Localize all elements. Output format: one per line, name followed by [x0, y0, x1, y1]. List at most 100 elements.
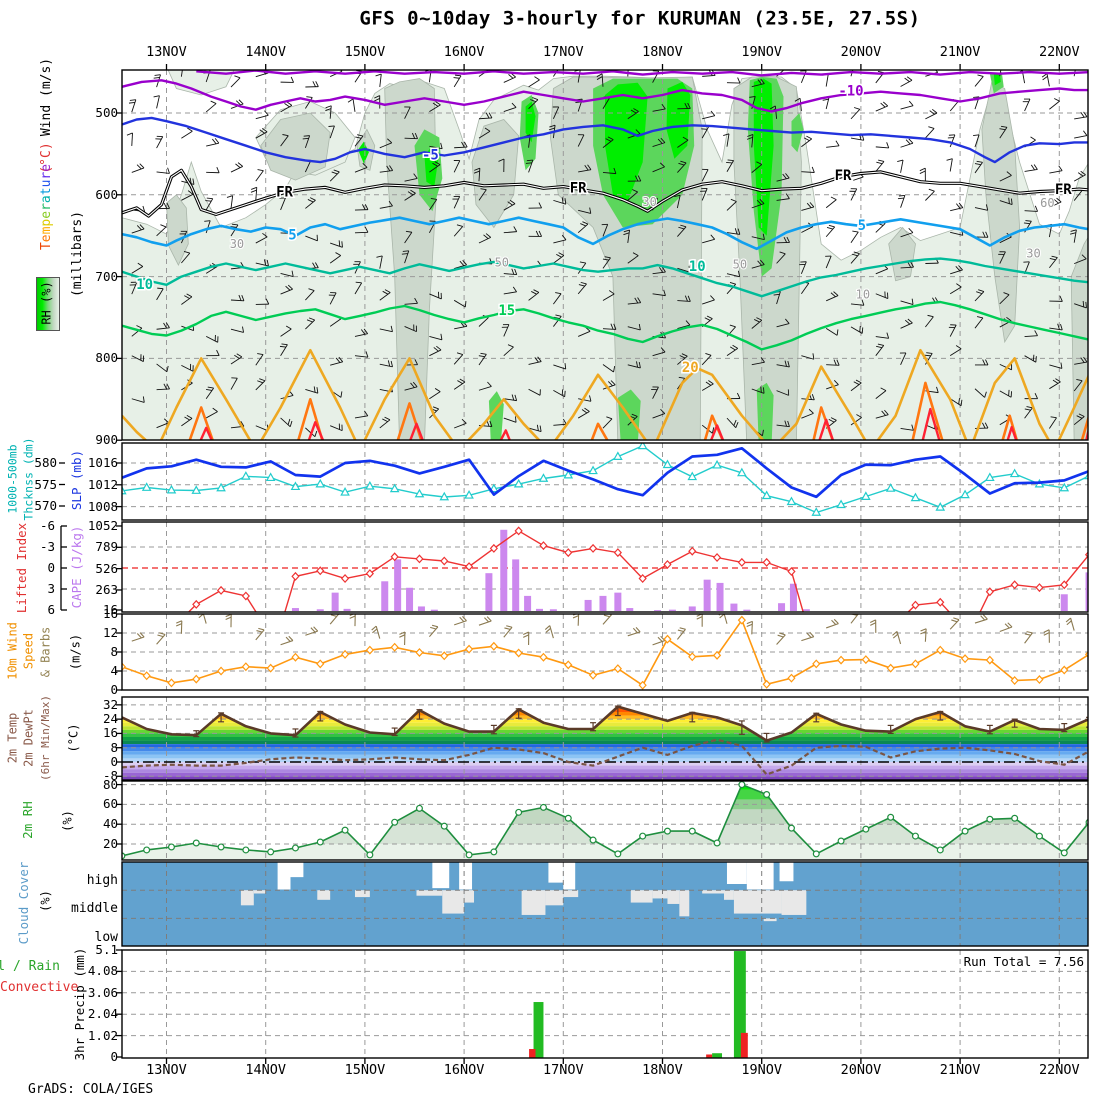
pressure-tick: 800: [95, 350, 118, 366]
lifted-index-tick: -6: [39, 518, 55, 533]
precip-convective-label: Convective: [0, 980, 79, 995]
svg-text:FR: FR: [835, 168, 852, 184]
cape-tick: 263: [95, 581, 118, 597]
lifted-index-tick: 6: [47, 602, 55, 617]
rh2m-tick: 20: [102, 836, 118, 851]
x-axis-label-top: 13NOV: [146, 44, 187, 60]
thickness-tick: 575: [34, 476, 57, 492]
x-axis-label-top: 16NOV: [443, 44, 485, 60]
cloud-middle-label: middle: [71, 901, 118, 916]
wind10-tick: 12: [102, 625, 118, 640]
wind10-tick: 4: [110, 663, 118, 678]
temperature-label: Temperature: [38, 163, 54, 251]
thickness-tick: 580: [34, 455, 57, 470]
svg-text:20: 20: [682, 360, 699, 376]
pressure-tick: 500: [95, 105, 118, 120]
svg-text:30: 30: [1026, 247, 1040, 261]
x-axis-label-top: 14NOV: [245, 44, 286, 60]
wind10-tick: 0: [110, 682, 118, 697]
x-axis-label-bottom: 18NOV: [642, 1062, 683, 1078]
svg-text:15: 15: [498, 303, 515, 319]
x-axis-label-bottom: 21NOV: [939, 1062, 981, 1078]
cape-tick: 1052: [87, 517, 118, 533]
run-total-label: Run Total = 7.56: [963, 954, 1084, 969]
wind10m-label-3: & Barbs: [38, 626, 53, 678]
svg-text:10: 10: [689, 259, 706, 275]
svg-text:-5: -5: [422, 148, 439, 164]
x-axis-label-bottom: 15NOV: [344, 1062, 386, 1078]
svg-text:10: 10: [136, 277, 153, 293]
x-axis-label-bottom: 13NOV: [146, 1062, 187, 1078]
slp-tick: 1012: [87, 476, 118, 492]
x-axis-label-top: 22NOV: [1038, 44, 1080, 60]
svg-text:60: 60: [1040, 196, 1054, 210]
temp2m-label-3: (6hr Min/Max): [38, 694, 52, 782]
lifted-index-tick: 0: [47, 560, 55, 575]
pressure-tick: 600: [95, 186, 118, 202]
rh-label: RH (%): [39, 281, 54, 325]
cloud-units-label: (%): [38, 890, 53, 912]
lifted-index-tick: -3: [39, 539, 55, 554]
temp2m-tick: 24: [102, 711, 118, 727]
cape-tick: 526: [95, 560, 118, 576]
x-axis-label-bottom: 20NOV: [840, 1062, 882, 1078]
svg-text:30: 30: [642, 195, 656, 209]
precip-tick: 5.1: [95, 942, 118, 957]
wind10-tick: 8: [110, 644, 118, 659]
temp2m-tick: 16: [102, 725, 118, 741]
precip-total-label: Total / Rain: [0, 959, 60, 974]
rh2m-tick: 80: [102, 776, 118, 792]
temp2m-tick: 0: [110, 754, 118, 769]
x-axis-label-bottom: 14NOV: [245, 1062, 286, 1078]
svg-text:50: 50: [495, 256, 509, 270]
slp-tick: 1008: [87, 498, 118, 514]
thickness-tick: 570: [34, 498, 57, 513]
slp-tick: 1016: [87, 455, 118, 470]
lifted-index-tick: 3: [47, 581, 55, 596]
x-axis-label-top: 19NOV: [741, 44, 782, 60]
svg-text:10: 10: [856, 288, 870, 302]
x-axis-label-top: 21NOV: [939, 44, 981, 60]
x-axis-label-bottom: 19NOV: [741, 1062, 782, 1078]
wind10m-label-2: Speed: [21, 632, 36, 670]
temp2m-label-1: 2m Temp: [5, 712, 20, 764]
millibars-label: (millibars): [69, 210, 85, 298]
x-axis-label-bottom: 17NOV: [542, 1062, 584, 1078]
pressure-tick: 700: [95, 268, 118, 284]
precip-tick: 4.08: [87, 963, 118, 979]
credit-label: GrADS: COLA/IGES: [28, 1082, 154, 1097]
svg-text:FR: FR: [276, 184, 293, 200]
temp2m-tick: 32: [102, 696, 118, 712]
rh-colorbar: [36, 277, 60, 331]
temp2m-tick: -8: [102, 768, 118, 784]
precip-tick: 1.02: [87, 1027, 118, 1043]
svg-text:5: 5: [858, 218, 866, 234]
precip-tick: 2.04: [87, 1006, 118, 1022]
rh2m-label: 2m RH: [20, 801, 36, 839]
wind10m-label-1: 10m Wind: [5, 622, 20, 680]
svg-text:FR: FR: [570, 180, 587, 196]
x-axis-label-top: 15NOV: [344, 44, 386, 60]
wind-units-label: Wind (m/s): [38, 57, 54, 137]
wind10-tick: 16: [102, 606, 118, 621]
x-axis-label-top: 17NOV: [542, 44, 584, 60]
svg-text:5: 5: [288, 228, 296, 244]
precip-tick: 0: [110, 1049, 118, 1064]
cloud-cover-label: Cloud Cover: [16, 861, 32, 945]
rh2m-tick: 40: [102, 816, 118, 832]
temp2m-label-2: 2m DewPt: [21, 709, 36, 767]
cloud-low-label: low: [94, 930, 118, 945]
x-axis-label-top: 20NOV: [840, 44, 882, 60]
svg-text:FR: FR: [1055, 182, 1072, 198]
precip-tick: 3.06: [87, 984, 118, 1000]
svg-text:50: 50: [733, 257, 747, 271]
cloud-high-label: high: [86, 873, 118, 888]
pressure-tick: 900: [95, 432, 118, 448]
x-axis-label-bottom: 22NOV: [1038, 1062, 1080, 1078]
page-title: GFS 0~10day 3-hourly for KURUMAN (23.5E,…: [359, 7, 921, 30]
cape-tick: 789: [95, 539, 118, 555]
svg-text:30: 30: [230, 237, 244, 251]
x-axis-label-top: 18NOV: [642, 44, 683, 60]
temp2m-tick: 8: [110, 739, 118, 755]
